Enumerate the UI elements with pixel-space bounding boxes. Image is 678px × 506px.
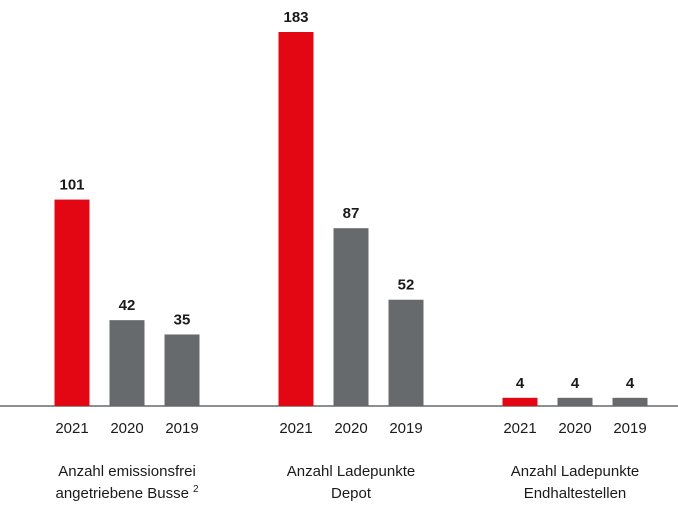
value-label: 183 — [283, 9, 308, 26]
group-label-text: Anzahl Ladepunkte — [287, 463, 415, 480]
bar — [388, 299, 424, 406]
bar — [164, 334, 200, 406]
bar — [612, 397, 648, 406]
bar — [278, 32, 314, 406]
value-label: 4 — [571, 375, 580, 392]
value-label: 101 — [59, 177, 84, 194]
group-label-text: Anzahl emissionsfrei — [58, 463, 196, 480]
value-label: 4 — [626, 375, 635, 392]
group-label: Anzahl emissionsfrei — [58, 463, 196, 480]
bar — [557, 397, 593, 406]
bar — [54, 199, 90, 406]
value-label: 42 — [119, 297, 136, 314]
bar — [109, 320, 145, 406]
group-label: Depot — [331, 485, 372, 502]
group-label-text: Anzahl Ladepunkte — [511, 463, 639, 480]
x-tick-label: 2019 — [389, 420, 422, 437]
footnote-mark: 2 — [193, 484, 199, 495]
group-label: Anzahl Ladepunkte — [287, 463, 415, 480]
group-label-text: Endhaltestellen — [524, 485, 627, 502]
x-tick-label: 2019 — [165, 420, 198, 437]
value-label: 52 — [398, 277, 415, 294]
value-label: 87 — [343, 205, 360, 222]
bar — [333, 228, 369, 406]
value-label: 35 — [174, 311, 191, 328]
group-label-text: angetriebene Busse — [56, 485, 189, 502]
x-tick-label: 2021 — [279, 420, 312, 437]
x-tick-label: 2020 — [334, 420, 367, 437]
group-label: Endhaltestellen — [524, 485, 627, 502]
x-tick-label: 2020 — [110, 420, 143, 437]
group-label: Anzahl Ladepunkte — [511, 463, 639, 480]
x-tick-label: 2020 — [558, 420, 591, 437]
group-label: angetriebene Busse 2 — [56, 484, 199, 502]
bar — [502, 397, 538, 406]
x-tick-label: 2021 — [503, 420, 536, 437]
x-tick-label: 2019 — [613, 420, 646, 437]
group-label-text: Depot — [331, 485, 372, 502]
value-label: 4 — [516, 375, 525, 392]
x-tick-label: 2021 — [55, 420, 88, 437]
